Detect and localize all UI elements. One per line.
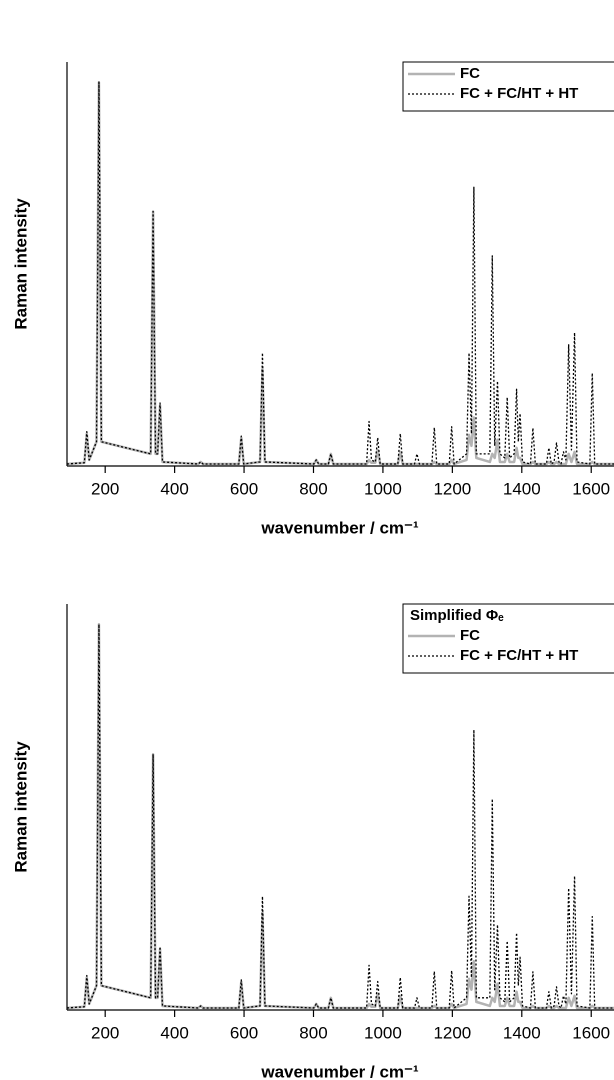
x-tick-label: 1600: [572, 1023, 610, 1042]
legend-label: FC + FC/HT + HT: [460, 647, 578, 664]
x-tick-label: 1000: [364, 1023, 402, 1042]
x-tick-label: 1400: [503, 1023, 541, 1042]
x-tick-label: 800: [299, 479, 327, 498]
x-tick-label: 600: [230, 1023, 258, 1042]
x-tick-label: 1000: [364, 479, 402, 498]
x-tick-label: 400: [160, 1023, 188, 1042]
spectrum-line: [66, 623, 614, 1009]
legend-title: Simplified Φₑ: [410, 607, 504, 624]
legend-box: [402, 61, 614, 112]
x-tick-label: 1600: [572, 479, 610, 498]
x-tick-label: 800: [299, 1023, 327, 1042]
spectrum-line: [66, 81, 614, 465]
x-tick-label: 200: [91, 479, 119, 498]
x-tick-label: 1400: [503, 479, 541, 498]
x-tick-label: 1200: [433, 479, 471, 498]
x-axis-label: wavenumber / cm⁻¹: [260, 1062, 419, 1080]
y-axis-label: Raman intensity: [11, 741, 30, 873]
y-axis-label: Raman intensity: [11, 198, 30, 330]
x-axis-label: wavenumber / cm⁻¹: [260, 518, 419, 537]
legend-label: FC + FC/HT + HT: [460, 85, 578, 102]
x-tick-label: 1200: [433, 1023, 471, 1042]
legend-box: [402, 603, 614, 674]
x-tick-label: 600: [230, 479, 258, 498]
x-tick-label: 400: [160, 479, 188, 498]
legend-label: FC: [460, 627, 480, 644]
spectrum-line: [66, 80, 614, 466]
spectrum-line: [66, 623, 614, 1010]
legend-label: FC: [460, 65, 480, 82]
x-tick-label: 200: [91, 1023, 119, 1042]
